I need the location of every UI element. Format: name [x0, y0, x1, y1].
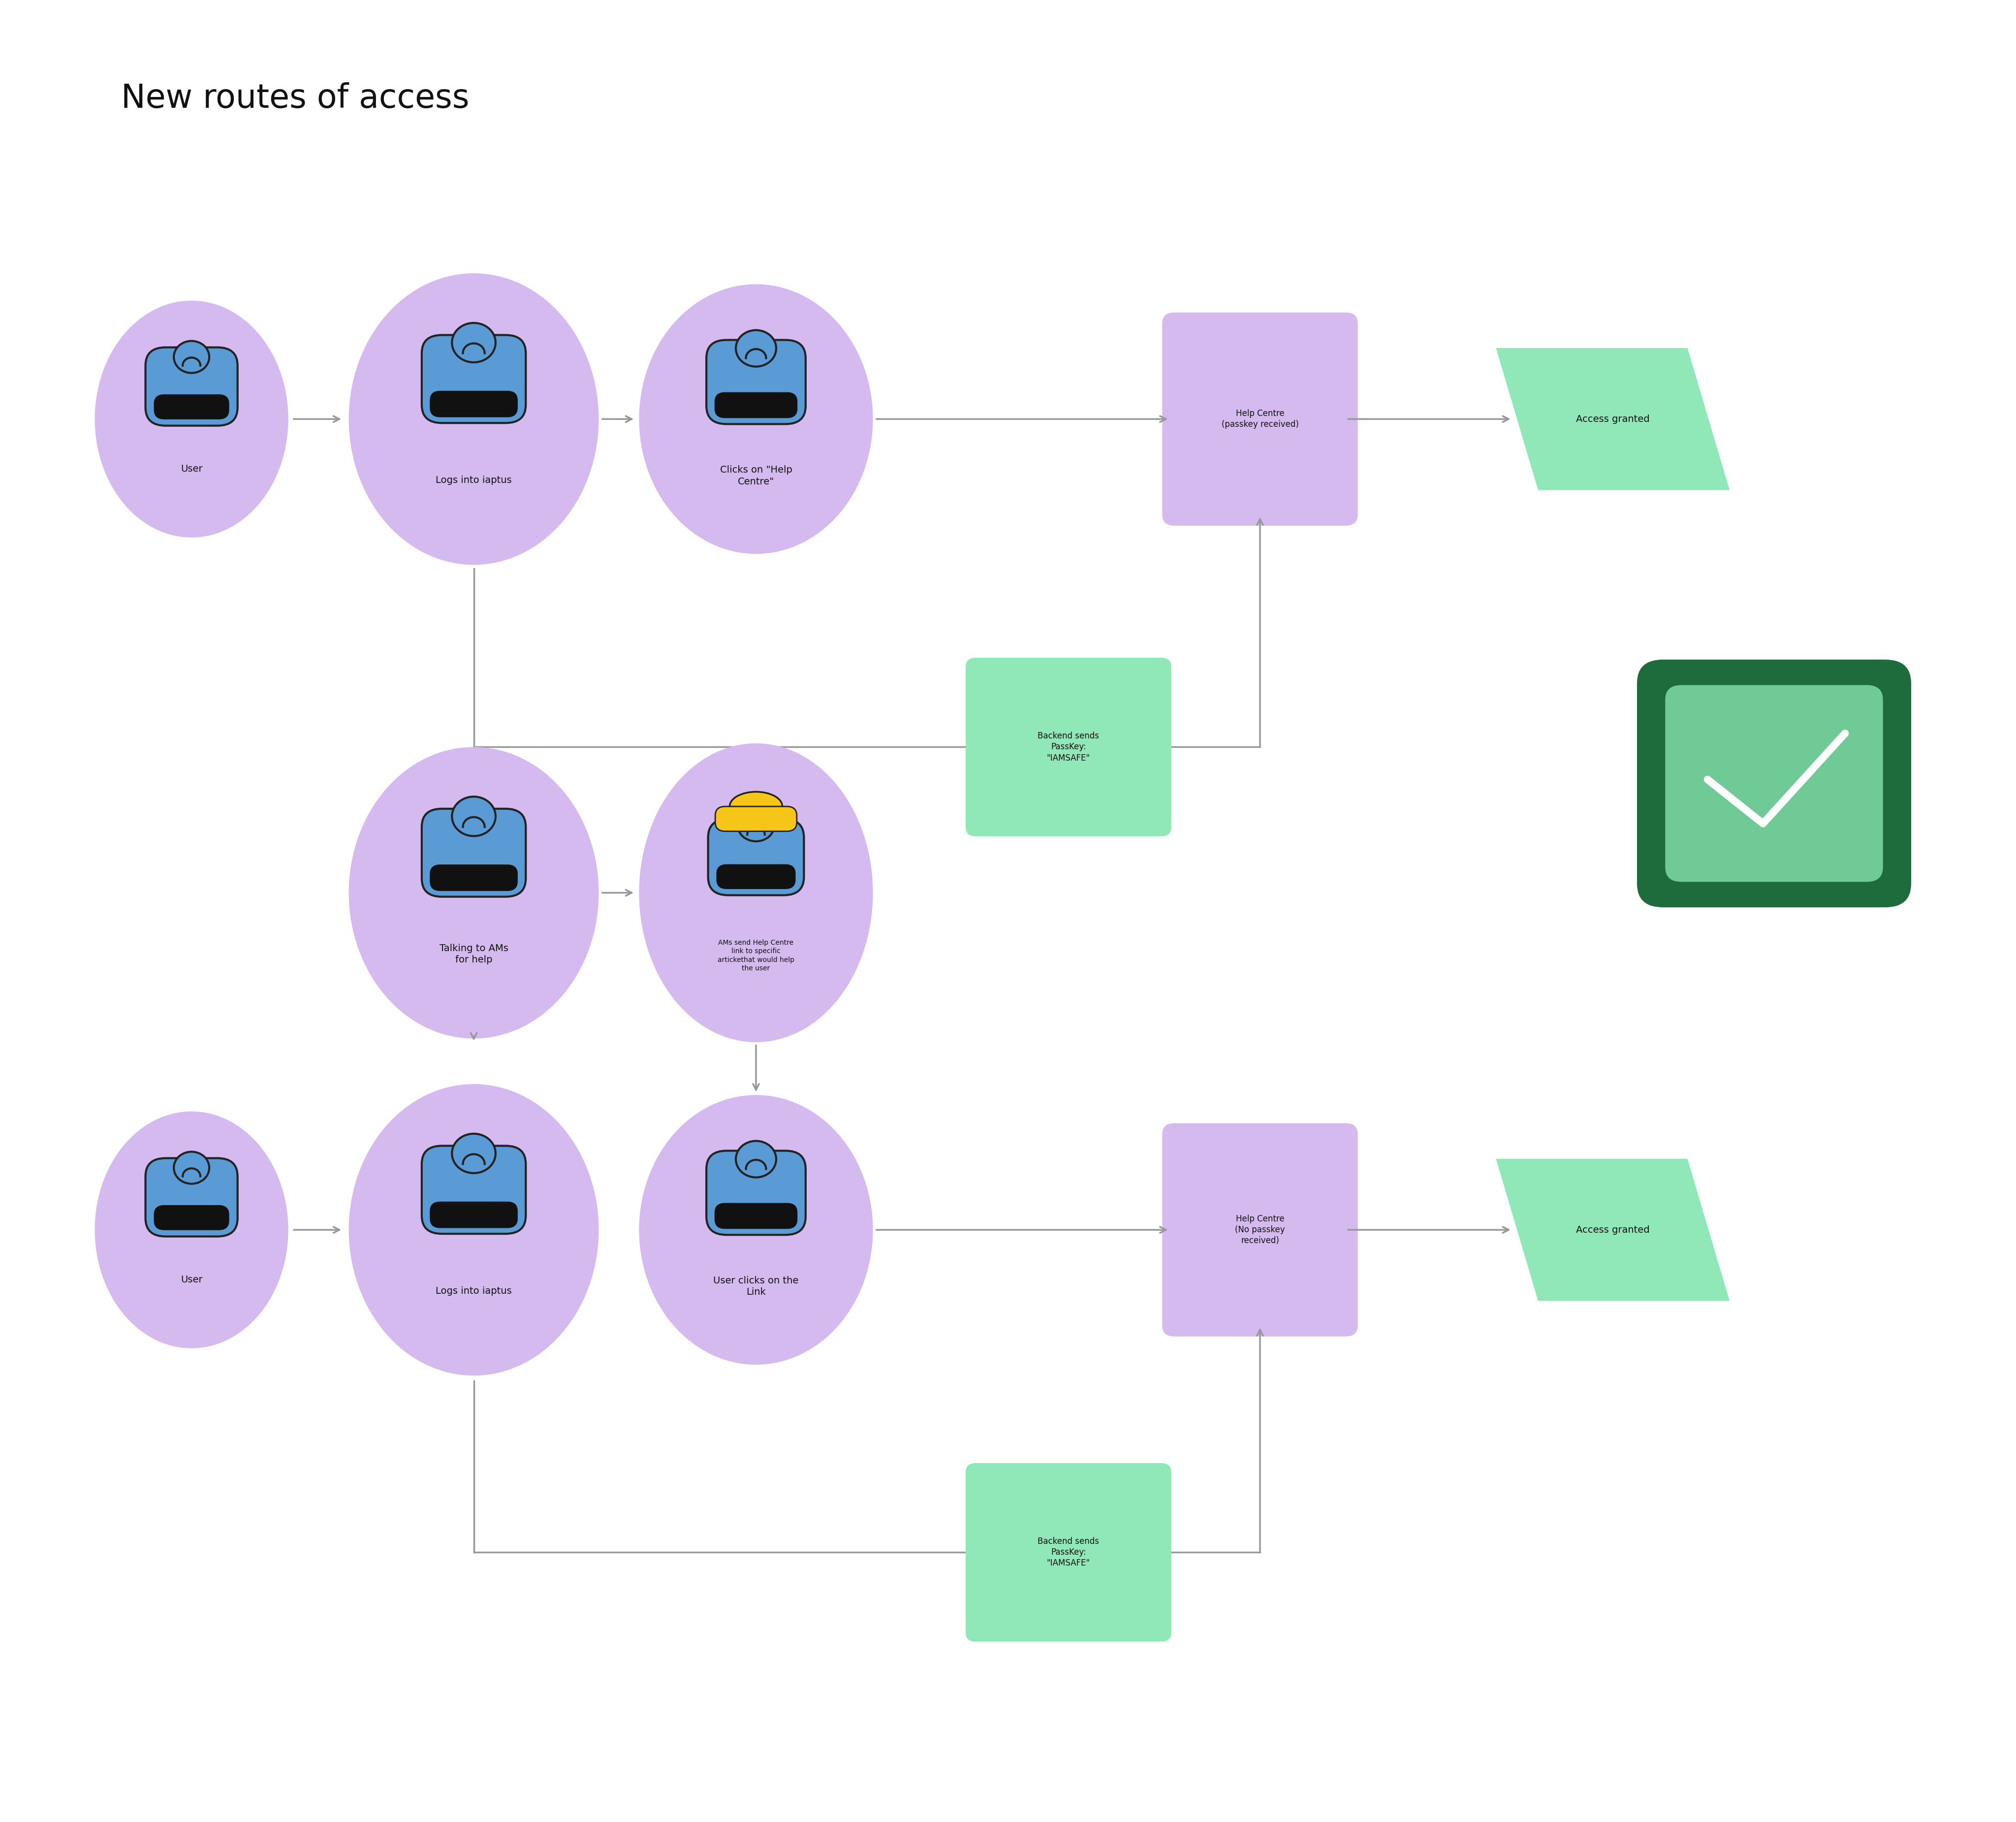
Ellipse shape [639, 284, 873, 554]
Ellipse shape [736, 1141, 776, 1177]
FancyBboxPatch shape [718, 865, 794, 889]
FancyBboxPatch shape [145, 1159, 238, 1237]
FancyBboxPatch shape [716, 1203, 796, 1228]
FancyBboxPatch shape [145, 348, 238, 426]
FancyBboxPatch shape [421, 809, 526, 896]
FancyBboxPatch shape [1665, 685, 1883, 882]
Text: Help Centre
(No passkey
received): Help Centre (No passkey received) [1236, 1215, 1284, 1244]
Text: Talking to AMs
for help: Talking to AMs for help [439, 944, 508, 964]
FancyBboxPatch shape [429, 1203, 518, 1228]
Ellipse shape [639, 1095, 873, 1365]
Ellipse shape [730, 793, 782, 822]
FancyBboxPatch shape [429, 392, 518, 417]
FancyBboxPatch shape [716, 807, 796, 831]
Ellipse shape [452, 796, 496, 836]
FancyBboxPatch shape [429, 865, 518, 891]
Ellipse shape [349, 747, 599, 1039]
Ellipse shape [95, 1111, 288, 1348]
Text: AMs send Help Centre
link to specific
artickethat would help
the user: AMs send Help Centre link to specific ar… [718, 940, 794, 971]
Ellipse shape [95, 301, 288, 537]
Text: User: User [181, 1275, 202, 1285]
Ellipse shape [738, 809, 774, 842]
FancyBboxPatch shape [153, 395, 230, 419]
Text: Help Centre
(passkey received): Help Centre (passkey received) [1222, 410, 1298, 428]
FancyBboxPatch shape [153, 1206, 230, 1230]
Text: Logs into iaptus: Logs into iaptus [435, 476, 512, 485]
Ellipse shape [452, 322, 496, 363]
FancyBboxPatch shape [708, 820, 804, 895]
Text: User: User [181, 465, 202, 474]
Ellipse shape [349, 1084, 599, 1376]
FancyBboxPatch shape [1161, 1122, 1359, 1337]
FancyBboxPatch shape [716, 392, 796, 417]
Polygon shape [1496, 1159, 1730, 1301]
FancyBboxPatch shape [706, 1152, 806, 1235]
Ellipse shape [736, 330, 776, 366]
Text: Backend sends
PassKey:
"IAMSAFE": Backend sends PassKey: "IAMSAFE" [1038, 1538, 1099, 1567]
Text: Backend sends
PassKey:
"IAMSAFE": Backend sends PassKey: "IAMSAFE" [1038, 732, 1099, 762]
Polygon shape [1496, 348, 1730, 490]
Text: Access granted: Access granted [1577, 1224, 1649, 1235]
FancyBboxPatch shape [966, 658, 1171, 836]
FancyBboxPatch shape [966, 1463, 1171, 1642]
Text: User clicks on the
Link: User clicks on the Link [714, 1275, 798, 1297]
Ellipse shape [639, 743, 873, 1042]
FancyBboxPatch shape [421, 1146, 526, 1233]
Ellipse shape [173, 1152, 210, 1184]
FancyBboxPatch shape [1161, 313, 1359, 525]
Text: Logs into iaptus: Logs into iaptus [435, 1286, 512, 1295]
Ellipse shape [452, 1133, 496, 1173]
Text: Clicks on "Help
Centre": Clicks on "Help Centre" [720, 465, 792, 486]
Ellipse shape [349, 273, 599, 565]
FancyBboxPatch shape [421, 335, 526, 423]
FancyBboxPatch shape [1637, 660, 1911, 907]
FancyBboxPatch shape [706, 341, 806, 425]
Ellipse shape [173, 341, 210, 374]
Text: Access granted: Access granted [1577, 414, 1649, 425]
Text: New routes of access: New routes of access [121, 82, 470, 115]
